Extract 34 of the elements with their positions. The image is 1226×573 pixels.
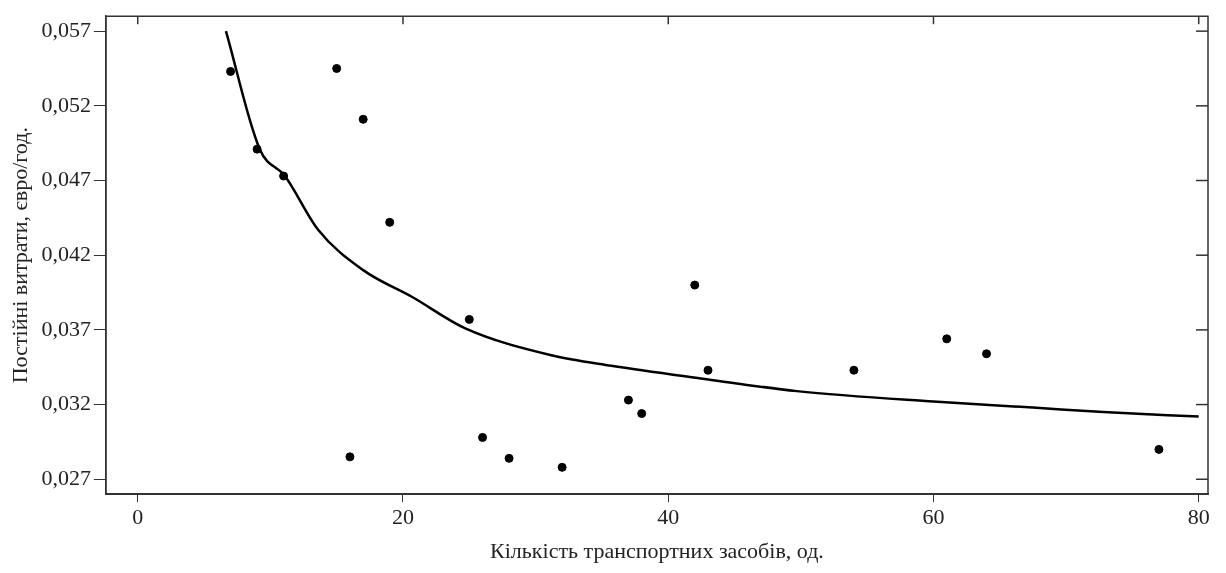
point (504, 453, 514, 463)
x-tick-label: 0 (132, 504, 144, 530)
point (1154, 444, 1164, 454)
x-tick-label: 40 (657, 504, 680, 530)
point (385, 217, 395, 227)
x-tick-label: 60 (922, 504, 945, 530)
y-tick-label: 0,052 (41, 91, 91, 117)
point (942, 334, 952, 344)
y-axis-title: Постійні витрати, євро/год. (6, 127, 32, 384)
y-tick-label: 0,057 (41, 16, 91, 42)
point (557, 462, 567, 472)
point (982, 349, 992, 359)
point (332, 63, 342, 73)
point (703, 365, 713, 375)
point (464, 314, 474, 324)
x-axis-title: Кількість транспортних засобів, од. (490, 537, 824, 563)
point (358, 114, 368, 124)
y-tick-label: 0,027 (41, 465, 91, 491)
y-tick-label: 0,047 (41, 166, 91, 192)
point (478, 432, 488, 442)
point (345, 452, 355, 462)
point (226, 66, 236, 76)
point (623, 395, 633, 405)
y-tick-label: 0,042 (41, 240, 91, 266)
y-tick-label: 0,032 (41, 390, 91, 416)
point (690, 280, 700, 290)
x-tick-label: 80 (1187, 504, 1210, 530)
line-series (224, 29, 1200, 418)
y-tick-label: 0,037 (41, 315, 91, 341)
x-tick-label: 20 (391, 504, 414, 530)
point (637, 409, 647, 419)
point (849, 365, 859, 375)
point (279, 171, 289, 181)
point (252, 144, 262, 154)
